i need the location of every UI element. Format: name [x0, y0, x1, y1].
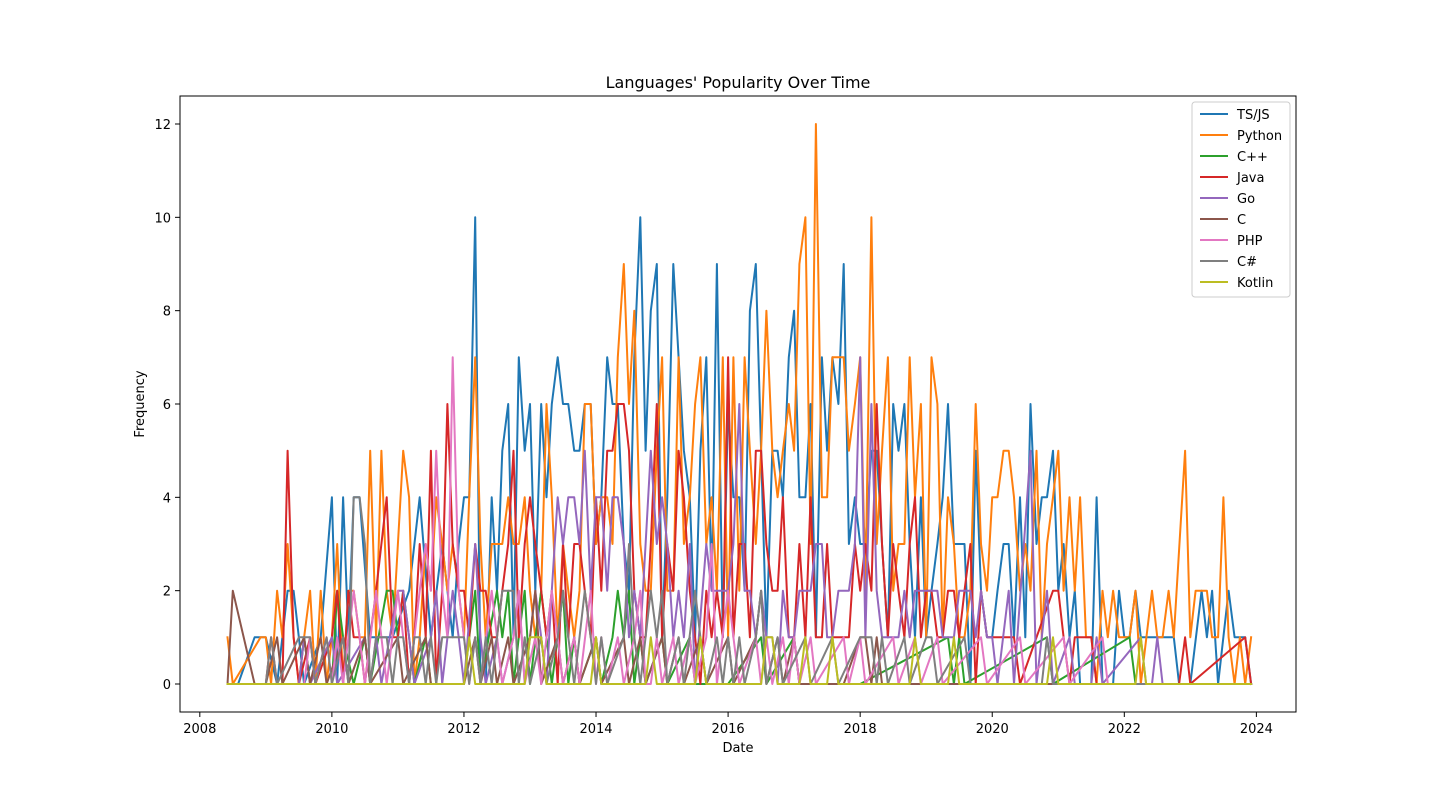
y-tick-label: 4: [163, 491, 171, 506]
legend-label: Go: [1237, 192, 1255, 207]
x-tick-label: 2016: [712, 722, 745, 737]
legend: TS/JS Python C++ Java Go C PHP C# Kotlin: [1191, 101, 1291, 298]
x-tick-label: 2014: [579, 722, 612, 737]
x-tick-label: 2022: [1108, 722, 1141, 737]
legend-box: [1191, 101, 1291, 298]
y-tick-label: 8: [163, 305, 171, 320]
x-axis: 2008 2010 2012 2014 2016 2018 2020 2022 2024: [183, 712, 1273, 737]
legend-label: Kotlin: [1237, 276, 1273, 291]
y-tick-label: 0: [163, 678, 171, 693]
y-tick-label: 10: [154, 211, 171, 226]
x-axis-label: Date: [722, 741, 753, 756]
y-tick-label: 12: [154, 118, 171, 133]
y-tick-label: 2: [163, 585, 171, 600]
x-tick-label: 2008: [183, 722, 216, 737]
plot-area: [179, 95, 1297, 713]
legend-label: C#: [1237, 255, 1257, 270]
x-tick-label: 2020: [976, 722, 1009, 737]
chart-title: Languages' Popularity Over Time: [606, 73, 871, 92]
series-line-csharp: [226, 496, 1253, 685]
legend-label: C++: [1237, 150, 1268, 165]
x-tick-label: 2012: [447, 722, 480, 737]
y-tick-label: 6: [163, 398, 171, 413]
legend-label: PHP: [1237, 234, 1263, 249]
legend-label: TS/JS: [1236, 108, 1270, 123]
series-line-go: [226, 356, 1253, 685]
legend-label: C: [1237, 213, 1246, 228]
x-tick-label: 2018: [844, 722, 877, 737]
x-tick-label: 2010: [315, 722, 348, 737]
x-tick-label: 2024: [1240, 722, 1273, 737]
series-line-kotlin: [226, 636, 1253, 685]
legend-label: Java: [1236, 171, 1264, 186]
series-group: [226, 123, 1253, 686]
y-axis: 0 2 4 6 8 10 12: [154, 118, 180, 693]
y-axis-label: Frequency: [133, 370, 148, 437]
legend-label: Python: [1237, 129, 1282, 144]
